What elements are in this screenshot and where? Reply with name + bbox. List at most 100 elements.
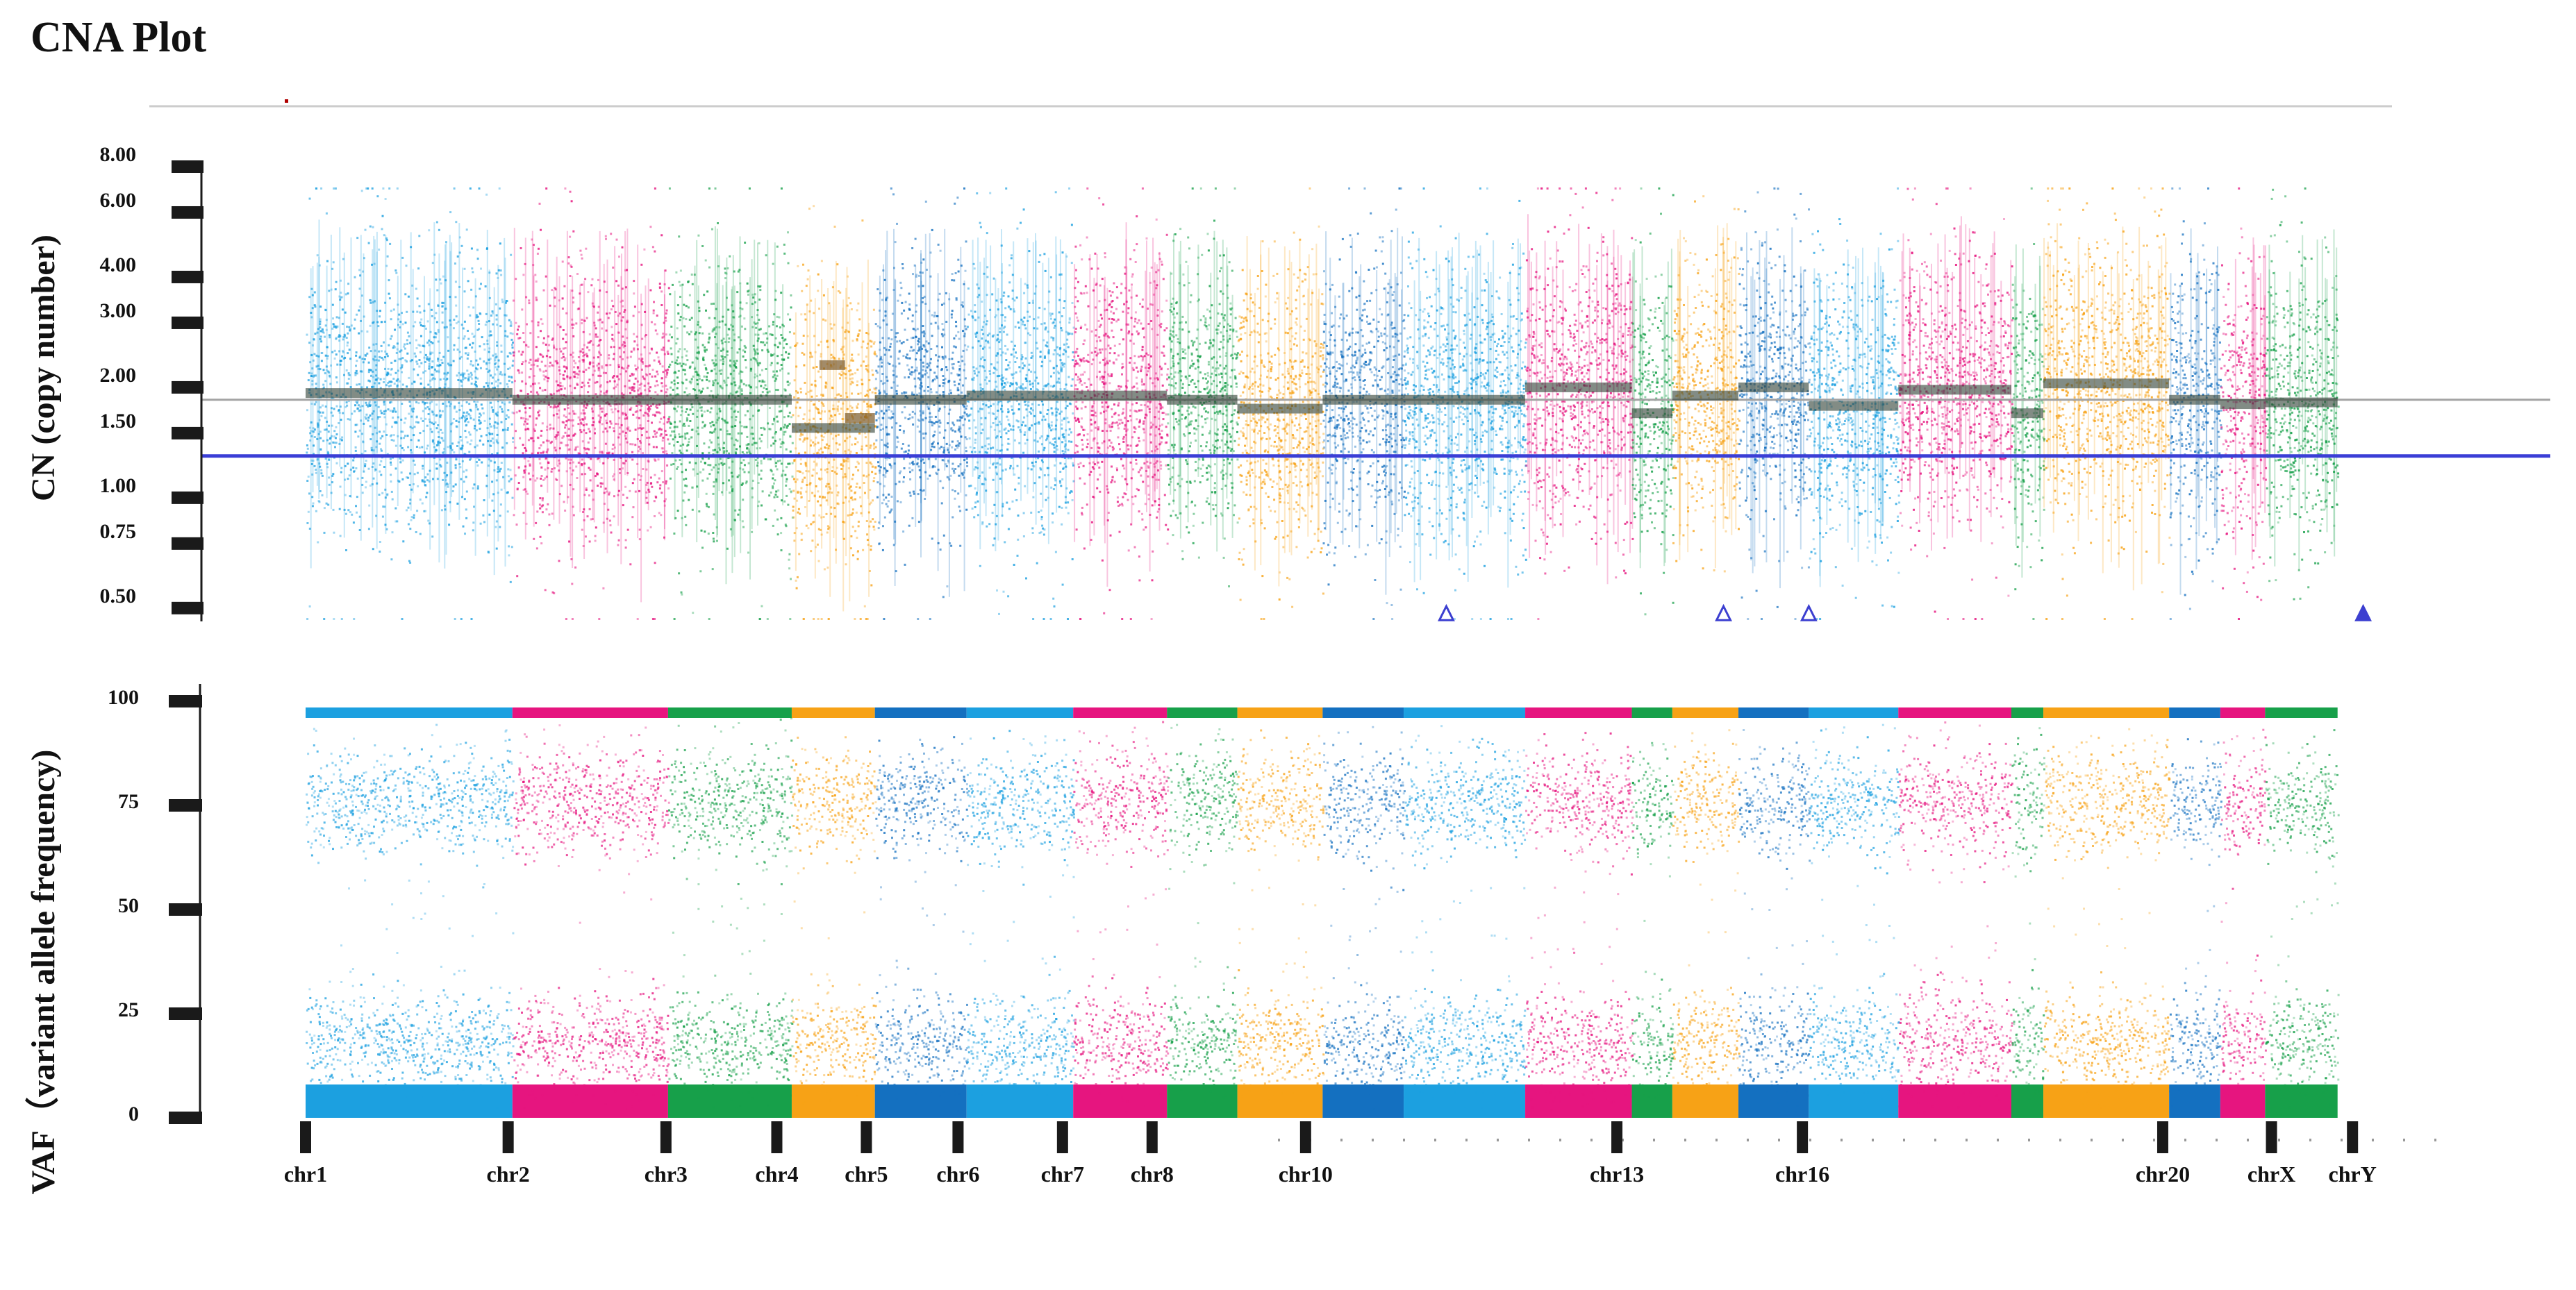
cn-point bbox=[368, 504, 371, 507]
cn-point bbox=[530, 390, 533, 393]
cn-point bbox=[406, 342, 409, 345]
cn-point bbox=[560, 485, 563, 487]
cn-point bbox=[769, 333, 772, 336]
cn-point bbox=[367, 242, 370, 244]
cn-point bbox=[870, 345, 873, 348]
cn-point bbox=[703, 375, 706, 378]
cn-point bbox=[334, 446, 336, 449]
cn-point bbox=[415, 446, 418, 448]
cn-point bbox=[372, 449, 375, 452]
cn-point bbox=[395, 421, 398, 424]
cn-point-streak bbox=[829, 304, 831, 597]
cn-point bbox=[508, 480, 510, 483]
cn-point bbox=[535, 521, 538, 524]
cn-point bbox=[521, 371, 524, 374]
cn-point bbox=[317, 541, 319, 544]
cn-point bbox=[353, 618, 356, 620]
cn-point bbox=[452, 418, 455, 420]
cn-point bbox=[797, 511, 799, 514]
cn-point bbox=[876, 325, 879, 328]
cn-point bbox=[790, 294, 792, 296]
cn-point bbox=[482, 443, 485, 446]
cn-points-orange-3 bbox=[792, 205, 877, 620]
cn-point bbox=[522, 476, 525, 478]
cn-point bbox=[526, 422, 529, 425]
cn-point bbox=[650, 405, 652, 408]
cn-point bbox=[479, 422, 481, 425]
cn-point bbox=[801, 472, 804, 475]
cn-point bbox=[787, 262, 790, 265]
cn-point bbox=[426, 473, 429, 476]
cn-point bbox=[783, 243, 786, 246]
cn-point bbox=[700, 460, 702, 463]
cn-point bbox=[744, 242, 747, 244]
cn-point bbox=[706, 477, 709, 480]
cn-point bbox=[538, 503, 541, 506]
cn-point bbox=[396, 342, 399, 345]
cn-point bbox=[462, 327, 465, 330]
cn-point bbox=[801, 480, 804, 483]
cn-point bbox=[831, 492, 833, 494]
cn-point bbox=[823, 568, 826, 571]
cn-point bbox=[382, 187, 385, 190]
cn-point-streak bbox=[868, 322, 870, 597]
cn-point bbox=[839, 377, 841, 380]
cn-point bbox=[642, 377, 645, 380]
cn-point bbox=[441, 321, 444, 324]
cn-point bbox=[668, 365, 671, 368]
cn-point bbox=[447, 362, 449, 365]
cn-point bbox=[544, 389, 547, 392]
cn-point bbox=[339, 299, 342, 301]
cn-point bbox=[772, 487, 774, 489]
cn-point bbox=[441, 431, 444, 434]
cn-point bbox=[340, 292, 342, 294]
cn-point bbox=[408, 560, 410, 562]
cn-point bbox=[720, 428, 722, 431]
cn-point bbox=[431, 535, 434, 538]
cn-point bbox=[686, 444, 689, 447]
cn-point bbox=[754, 358, 757, 361]
cn-point bbox=[384, 198, 387, 200]
cn-point bbox=[347, 509, 350, 512]
cn-point bbox=[702, 358, 704, 360]
cn-point bbox=[931, 466, 934, 469]
cn-point bbox=[634, 365, 637, 367]
cn-point bbox=[585, 406, 588, 409]
cn-point bbox=[408, 376, 410, 379]
cn-point bbox=[374, 401, 376, 404]
cn-point bbox=[467, 305, 470, 308]
cn-point bbox=[604, 427, 607, 430]
cn-point bbox=[768, 325, 771, 328]
cn-point bbox=[374, 468, 377, 471]
cn-point bbox=[502, 428, 504, 431]
cn-point bbox=[319, 318, 322, 321]
cn-point bbox=[402, 345, 405, 348]
cn-point bbox=[575, 465, 578, 468]
cn-point bbox=[331, 475, 334, 477]
cn-point bbox=[335, 376, 338, 379]
cn-point bbox=[780, 187, 783, 190]
cn-point bbox=[419, 311, 422, 314]
cn-point bbox=[391, 498, 394, 501]
cn-point bbox=[770, 364, 772, 367]
cn-point bbox=[766, 618, 769, 620]
cn-point bbox=[581, 458, 583, 461]
cn-point bbox=[317, 365, 319, 367]
cn-point bbox=[857, 462, 860, 465]
cn-point bbox=[649, 476, 652, 479]
cn-point bbox=[444, 479, 447, 482]
cn-point bbox=[563, 408, 566, 411]
cn-point bbox=[871, 369, 874, 371]
cn-point bbox=[467, 337, 470, 340]
cn-point bbox=[788, 411, 791, 414]
cn-point bbox=[668, 415, 671, 418]
cn-point bbox=[567, 438, 570, 441]
cn-point bbox=[470, 618, 473, 620]
cn-point bbox=[344, 494, 347, 496]
cn-point bbox=[588, 341, 591, 344]
cn-point bbox=[676, 362, 679, 365]
cn-point bbox=[790, 578, 792, 580]
cn-point bbox=[758, 380, 761, 383]
cn-point bbox=[562, 353, 565, 355]
cn-point-streak bbox=[310, 268, 312, 569]
